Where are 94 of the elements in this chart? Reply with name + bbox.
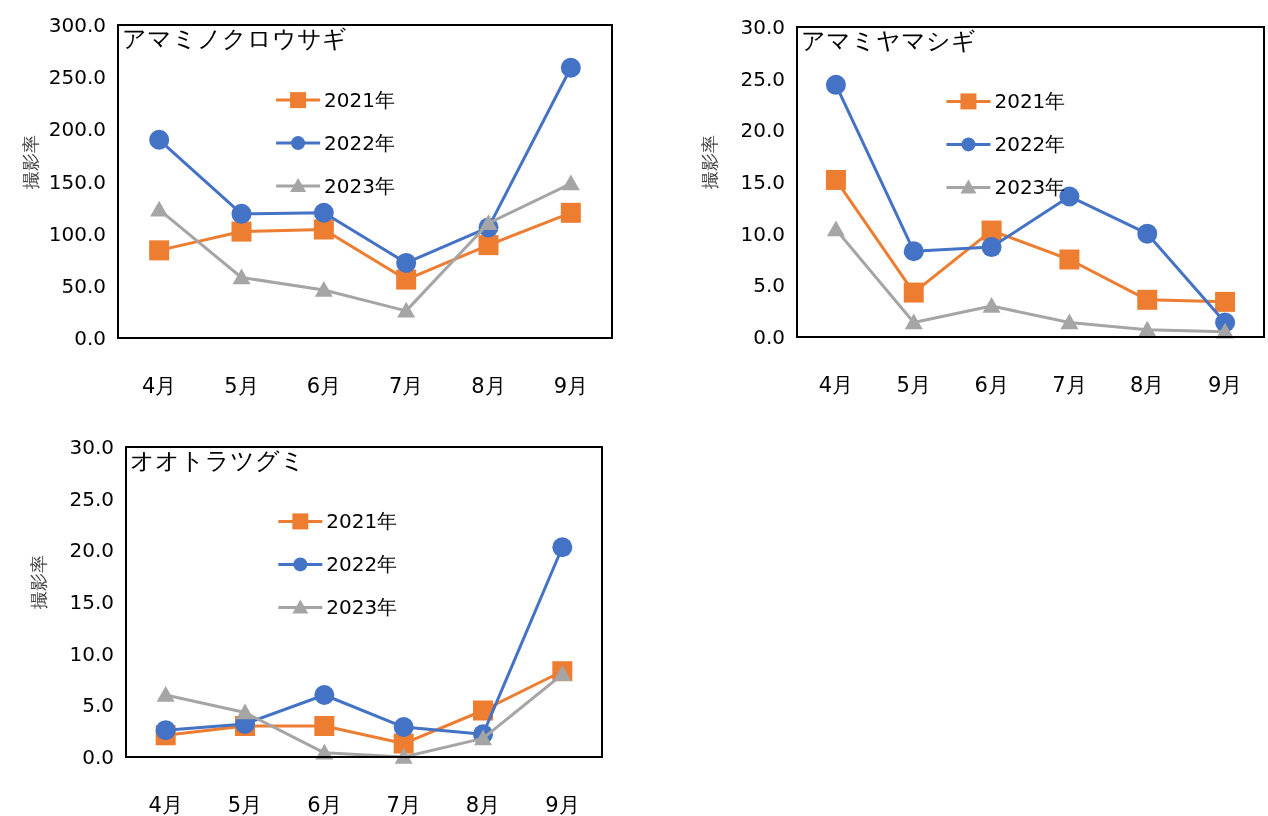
y-tick-label: 300.0 xyxy=(48,13,106,37)
x-tick-label: 5月 xyxy=(227,793,263,816)
y-tick-label: 30.0 xyxy=(740,15,785,39)
point xyxy=(826,220,845,237)
point xyxy=(314,281,333,297)
legend-label: 2023年 xyxy=(994,175,1066,200)
y-tick-label: 25.0 xyxy=(69,486,114,511)
x-tick-label: 7月 xyxy=(386,793,421,816)
point xyxy=(982,297,1001,313)
y-tick-label: 150.0 xyxy=(48,169,106,194)
y-tick-label: 100.0 xyxy=(48,221,106,246)
y-tick-label: 200.0 xyxy=(48,117,106,142)
point xyxy=(1137,289,1158,310)
chart-title: オオトラツグミ xyxy=(130,447,305,475)
y-tick-label: 50.0 xyxy=(61,273,106,298)
x-tick-label: 6月 xyxy=(306,374,342,398)
x-tick-label: 4月 xyxy=(818,373,854,397)
legend-label: 2022年 xyxy=(994,132,1066,157)
point xyxy=(474,729,492,746)
point xyxy=(314,685,335,705)
x-tick-label: 4月 xyxy=(141,374,177,398)
y-tick-label: 10.0 xyxy=(740,221,785,246)
point xyxy=(149,240,170,261)
x-tick-label: 9月 xyxy=(545,793,580,816)
x-tick-label: 7月 xyxy=(388,374,424,398)
y-tick-label: 20.0 xyxy=(69,538,114,563)
point xyxy=(981,237,1002,258)
point xyxy=(903,282,924,303)
point xyxy=(231,203,252,224)
point xyxy=(397,301,416,318)
x-tick-label: 8月 xyxy=(465,793,501,816)
point xyxy=(825,169,846,190)
point xyxy=(313,219,334,240)
point xyxy=(1215,291,1236,312)
point xyxy=(314,716,335,736)
point xyxy=(473,700,493,721)
y-axis-title: 撮影率 xyxy=(19,134,41,189)
point xyxy=(552,537,573,558)
y-tick-label: 5.0 xyxy=(82,693,114,718)
point xyxy=(1060,313,1079,330)
point xyxy=(155,720,176,741)
point xyxy=(560,57,581,78)
x-tick-label: 5月 xyxy=(896,373,931,397)
legend-label: 2022年 xyxy=(324,131,395,156)
x-tick-label: 7月 xyxy=(1052,373,1087,397)
legend-label: 2022年 xyxy=(326,552,398,577)
x-tick-label: 5月 xyxy=(224,374,259,398)
point xyxy=(1059,249,1080,270)
point xyxy=(478,235,499,256)
y-tick-label: 250.0 xyxy=(48,65,106,90)
legend-label: 2021年 xyxy=(324,88,395,113)
y-tick-label: 0.0 xyxy=(74,326,106,350)
x-tick-label: 8月 xyxy=(471,374,506,398)
point xyxy=(156,686,175,702)
legend-label: 2021年 xyxy=(326,509,398,534)
point xyxy=(561,174,580,191)
point xyxy=(236,703,254,720)
point xyxy=(149,129,170,150)
legend-label: 2023年 xyxy=(326,595,398,620)
point xyxy=(231,221,252,242)
x-tick-label: 9月 xyxy=(553,374,589,398)
x-tick-label: 9月 xyxy=(1207,373,1243,397)
y-tick-label: 5.0 xyxy=(753,273,785,298)
point xyxy=(396,269,417,290)
y-tick-label: 25.0 xyxy=(740,66,785,91)
point xyxy=(560,202,581,223)
point xyxy=(903,241,924,262)
y-axis-title: 撮影率 xyxy=(698,135,720,189)
point xyxy=(1138,320,1157,337)
point xyxy=(313,202,334,223)
point xyxy=(232,268,251,285)
x-tick-label: 4月 xyxy=(148,793,183,816)
legend-label: 2023年 xyxy=(324,174,395,199)
chart-title: アマミヤマシギ xyxy=(801,27,976,55)
point xyxy=(393,717,414,738)
y-axis-title: 撮影率 xyxy=(27,555,49,609)
y-tick-label: 15.0 xyxy=(69,590,114,614)
y-tick-label: 10.0 xyxy=(69,641,114,666)
point xyxy=(825,74,846,95)
chart-title: アマミノクロウサギ xyxy=(122,25,347,53)
point xyxy=(904,313,923,330)
y-tick-label: 15.0 xyxy=(740,170,785,194)
point xyxy=(1137,223,1158,244)
y-tick-label: 20.0 xyxy=(740,118,785,143)
point xyxy=(396,252,417,273)
point xyxy=(150,200,169,217)
x-tick-label: 8月 xyxy=(1130,373,1165,397)
legend-label: 2021年 xyxy=(994,89,1066,114)
y-tick-label: 0.0 xyxy=(753,325,785,349)
y-tick-label: 0.0 xyxy=(82,745,114,769)
y-tick-label: 30.0 xyxy=(69,435,114,459)
x-tick-label: 6月 xyxy=(307,793,342,816)
x-tick-label: 6月 xyxy=(974,373,1009,397)
point xyxy=(479,214,498,230)
